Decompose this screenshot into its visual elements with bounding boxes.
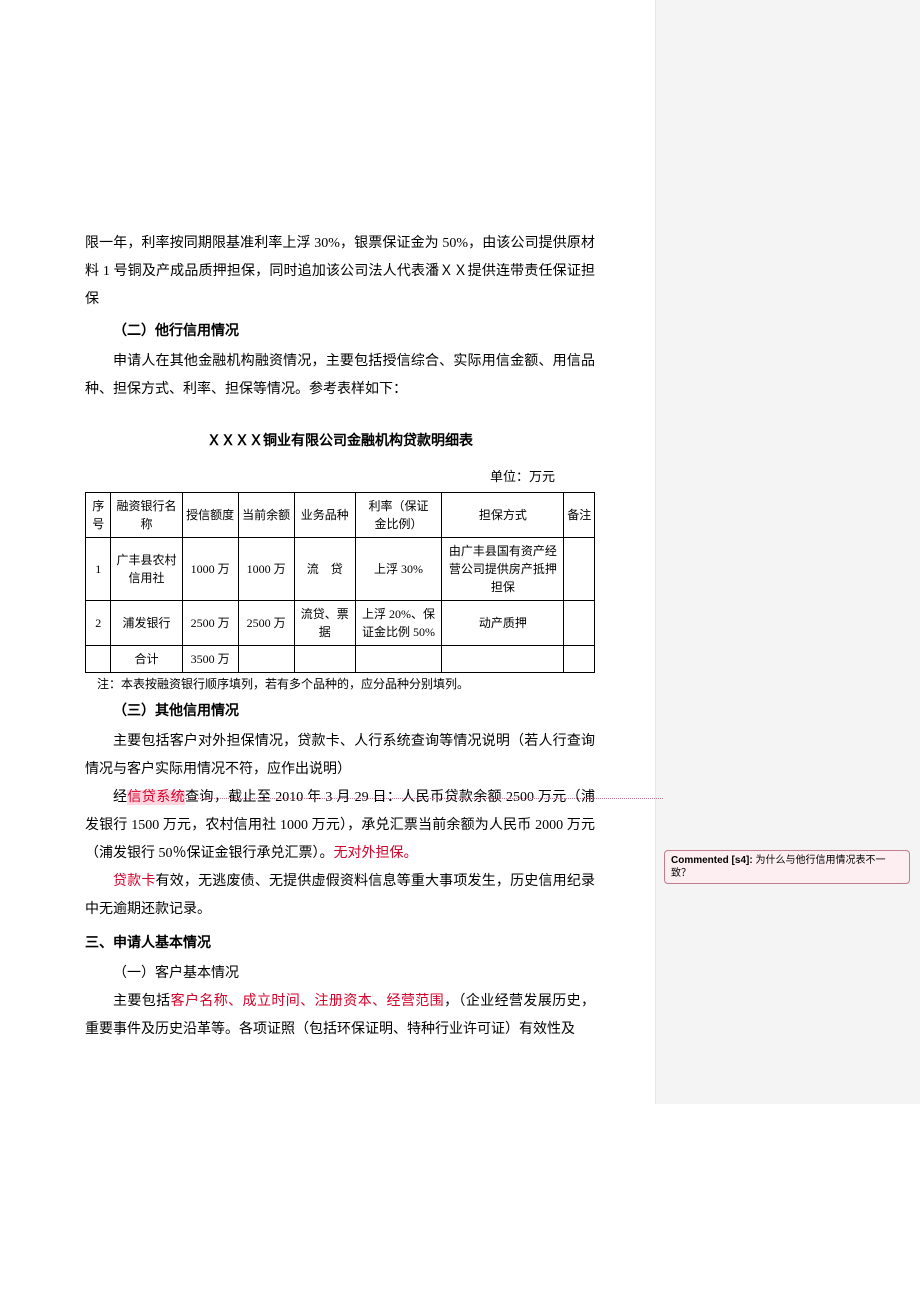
table-cell: 流 贷: [294, 538, 355, 601]
table-cell: 2500 万: [182, 601, 238, 646]
table-cell: 3500 万: [182, 646, 238, 673]
paragraph-3: 主要包括客户对外担保情况，贷款卡、人行系统查询等情况说明（若人行查询情况与客户实…: [85, 728, 595, 784]
para5-rest: 有效，无逃废债、无提供虚假资料信息等重大事项发生，历史信用纪录中无逾期还款记录。: [85, 874, 595, 917]
table-header-cell: 序号: [86, 493, 111, 538]
paragraph-2: 申请人在其他金融机构融资情况，主要包括授信综合、实际用信金额、用信品种、担保方式…: [85, 348, 595, 404]
table-cell: 1000 万: [182, 538, 238, 601]
table-header-cell: 授信额度: [182, 493, 238, 538]
table-row: 1广丰县农村信用社1000 万1000 万流 贷上浮 30%由广丰县国有资产经营…: [86, 538, 595, 601]
table-unit-label: 单位：万元: [85, 464, 595, 490]
table-footnote: 注：本表按融资银行顺序填列，若有多个品种的，应分品种分别填列。: [85, 675, 595, 694]
table-cell: 2: [86, 601, 111, 646]
table-cell: [355, 646, 442, 673]
table-title: ＸＸＸＸ铜业有限公司金融机构贷款明细表: [85, 428, 595, 456]
para5-red: 贷款卡: [113, 874, 156, 889]
document-content: 限一年，利率按同期限基准利率上浮 30%，银票保证金为 50%，由该公司提供原材…: [0, 0, 655, 1104]
table-cell: 动产质押: [442, 601, 564, 646]
sub-1-title: （一）客户基本情况: [85, 960, 595, 988]
table-cell: 浦发银行: [111, 601, 182, 646]
table-cell: [564, 538, 595, 601]
table-row: 合计3500 万: [86, 646, 595, 673]
table-cell: 上浮 30%: [355, 538, 442, 601]
table-cell: 上浮 20%、保证金比例 50%: [355, 601, 442, 646]
paragraph-6: 主要包括客户名称、成立时间、注册资本、经营范围，（企业经营发展历史，重要事件及历…: [85, 988, 595, 1044]
table-cell: 广丰县农村信用社: [111, 538, 182, 601]
table-header-cell: 利率（保证 金比例）: [355, 493, 442, 538]
loan-detail-table: 序号融资银行名称授信额度当前余额业务品种利率（保证 金比例）担保方式备注 1广丰…: [85, 492, 595, 673]
table-header-cell: 当前余额: [238, 493, 294, 538]
heading-3: 三、申请人基本情况: [85, 930, 595, 958]
table-cell: [442, 646, 564, 673]
table-header-row: 序号融资银行名称授信额度当前余额业务品种利率（保证 金比例）担保方式备注: [86, 493, 595, 538]
para4-pre: 经: [113, 790, 127, 805]
comment-tag: Commented [s4]:: [671, 855, 753, 866]
table-cell: [564, 646, 595, 673]
table-cell: [564, 601, 595, 646]
paragraph-continuation: 限一年，利率按同期限基准利率上浮 30%，银票保证金为 50%，由该公司提供原材…: [85, 230, 595, 314]
section-3-title: （三）其他信用情况: [85, 698, 595, 726]
para6-red: 客户名称、成立时间、注册资本、经营范围: [171, 994, 444, 1009]
comment-pane: Commented [s4]: 为什么与他行信用情况表不一致？: [655, 0, 920, 1104]
section-2-title: （二）他行信用情况: [85, 318, 595, 346]
table-cell: 1000 万: [238, 538, 294, 601]
table-cell: [294, 646, 355, 673]
comment-connector: [185, 798, 663, 799]
table-header-cell: 融资银行名称: [111, 493, 182, 538]
table-cell: [86, 646, 111, 673]
comment-bubble-s4[interactable]: Commented [s4]: 为什么与他行信用情况表不一致？: [664, 850, 910, 884]
table-header-cell: 备注: [564, 493, 595, 538]
table-header-cell: 业务品种: [294, 493, 355, 538]
para6-pre: 主要包括: [113, 994, 171, 1009]
page-wrap: 限一年，利率按同期限基准利率上浮 30%，银票保证金为 50%，由该公司提供原材…: [0, 0, 920, 1104]
table-cell: 合计: [111, 646, 182, 673]
para4-red: 无对外担保。: [334, 846, 418, 861]
table-header-cell: 担保方式: [442, 493, 564, 538]
table-cell: [238, 646, 294, 673]
table-cell: 2500 万: [238, 601, 294, 646]
paragraph-5: 贷款卡有效，无逃废债、无提供虚假资料信息等重大事项发生，历史信用纪录中无逾期还款…: [85, 868, 595, 924]
table-cell: 1: [86, 538, 111, 601]
table-cell: 流贷、票据: [294, 601, 355, 646]
table-cell: 由广丰县国有资产经营公司提供房产抵押担保: [442, 538, 564, 601]
table-row: 2浦发银行2500 万2500 万流贷、票据上浮 20%、保证金比例 50%动产…: [86, 601, 595, 646]
para4-highlight: 信贷系统: [127, 790, 185, 805]
